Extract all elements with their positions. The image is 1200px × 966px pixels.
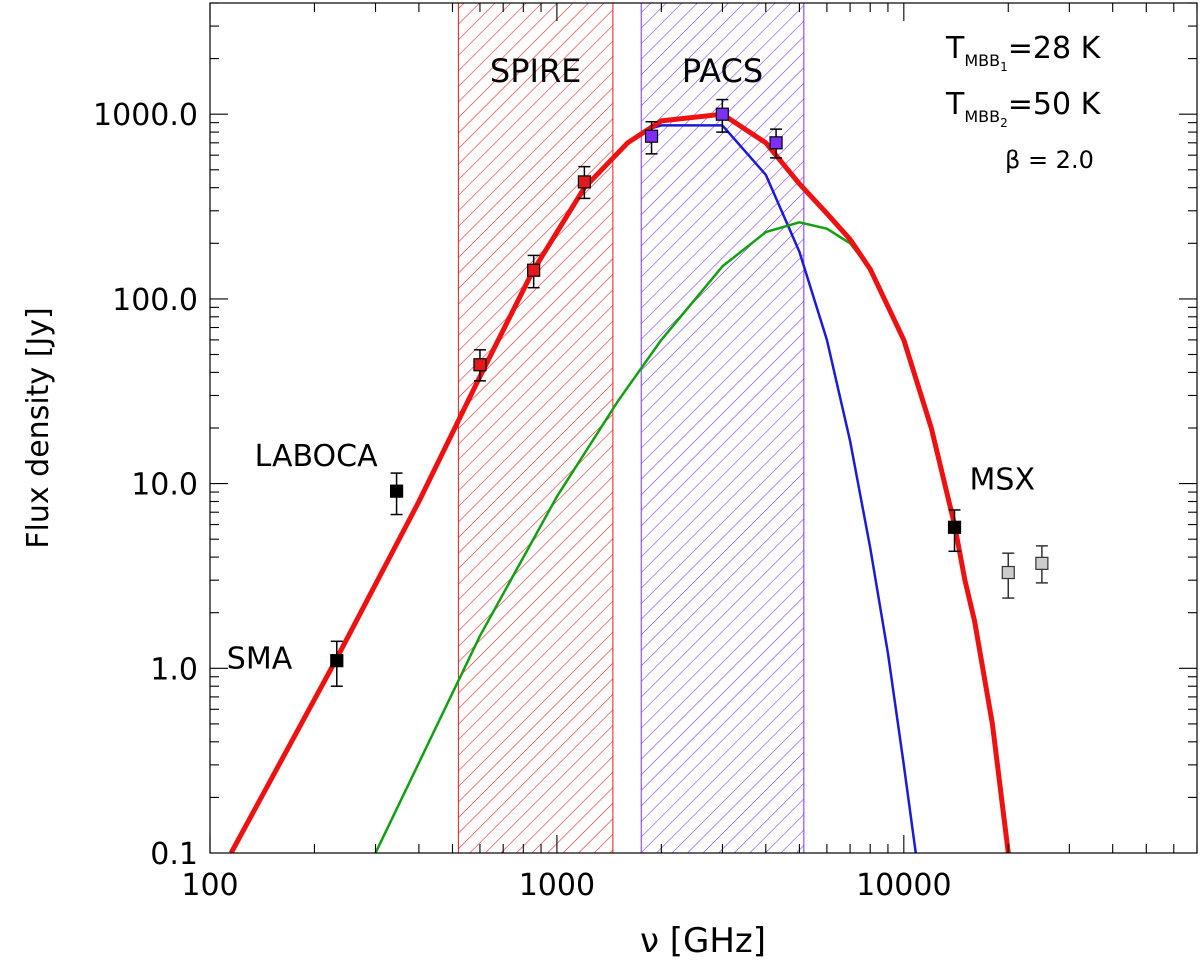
- axes-layer: 100 1000 10000 0.1 1.0 10.0 100.0 1000.0: [93, 2, 1198, 903]
- y-tick-label: 0.1: [150, 837, 198, 872]
- series-line-2: [228, 111, 1011, 853]
- mbb1-value: =28 K: [1008, 31, 1102, 66]
- mbb2-subscript: MBB: [964, 107, 1000, 126]
- y-tick-label: 10.0: [131, 468, 198, 503]
- x-axis-label: ν [GHz]: [640, 921, 766, 961]
- x-tick-label: 10000: [856, 868, 951, 903]
- data-point-5: [644, 129, 659, 143]
- series-line-1: [374, 221, 872, 853]
- band-label-spire: SPIRE: [490, 52, 582, 90]
- band-layer: [457, 3, 805, 853]
- x-tick-label: 1000: [519, 868, 595, 903]
- mbb1-subscript: MBB: [964, 51, 1000, 70]
- data-point-1: [389, 484, 404, 498]
- mbb1-symbol: T: [945, 31, 965, 66]
- x-tick-label: 100: [181, 868, 238, 903]
- point-label-sma: SMA: [227, 642, 293, 677]
- series-line-0: [645, 124, 918, 853]
- mbb2-subsubscript: 2: [1000, 116, 1008, 130]
- y-tick-label: 1.0: [150, 652, 198, 687]
- data-point-8: [947, 520, 962, 534]
- point-label-msx: MSX: [970, 462, 1035, 497]
- labels-layer: SPIRE PACS SMA LABOCA MSX: [227, 52, 1035, 677]
- mbb2-value: =50 K: [1008, 87, 1102, 122]
- data-points-layer: [330, 98, 1049, 687]
- curve-layer: [228, 111, 1011, 853]
- band-spire: [458, 3, 613, 853]
- data-point-7: [769, 136, 783, 150]
- y-tick-label: 100.0: [112, 283, 198, 318]
- data-point-3: [527, 263, 541, 277]
- y-axis-label: Flux density [Jy]: [21, 307, 56, 548]
- mbb2-annotation: TMBB2=50 K: [945, 87, 1102, 130]
- mbb1-annotation: TMBB1=28 K: [945, 31, 1102, 74]
- data-point-6: [715, 107, 729, 121]
- data-point-4: [577, 175, 591, 189]
- data-point-2: [473, 358, 487, 372]
- data-point-0: [330, 654, 344, 668]
- mbb2-symbol: T: [945, 87, 965, 122]
- data-point-9: [1001, 565, 1015, 580]
- data-point-10: [1035, 556, 1049, 570]
- y-tick-label: 1000.0: [93, 98, 198, 133]
- beta-annotation: β = 2.0: [1005, 146, 1094, 174]
- band-label-pacs: PACS: [682, 52, 763, 90]
- point-label-laboca: LABOCA: [255, 439, 379, 474]
- mbb1-subsubscript: 1: [1000, 60, 1008, 74]
